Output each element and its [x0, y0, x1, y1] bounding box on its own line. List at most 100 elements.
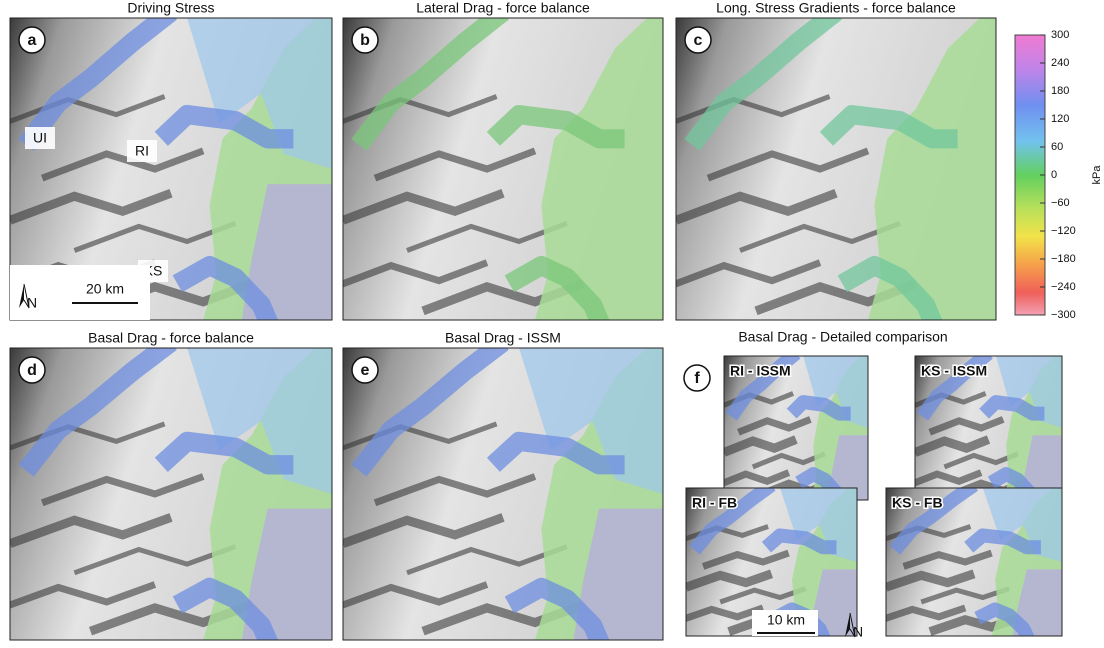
place-label-box	[127, 140, 157, 162]
ridge	[343, 94, 498, 124]
ridge	[10, 94, 166, 124]
map	[676, 18, 996, 320]
field	[827, 435, 868, 500]
panel-title: Basal Drag - ISSM	[445, 330, 561, 346]
colorbar-tick-label: 60	[1051, 141, 1063, 153]
place-label-box	[25, 127, 55, 149]
ridge	[343, 581, 489, 609]
letter-badge	[683, 364, 711, 392]
glacier	[504, 577, 610, 640]
colorbar-tick-label: −300	[1051, 309, 1076, 321]
ridge	[737, 416, 812, 436]
ridge	[686, 604, 765, 622]
glacier	[486, 104, 625, 149]
ridge	[739, 221, 901, 253]
map	[686, 488, 857, 636]
letter-badge	[351, 356, 379, 384]
ridge	[724, 435, 798, 457]
panel-letter: a	[28, 32, 37, 49]
glacier	[837, 256, 943, 320]
glacier	[504, 256, 610, 320]
map-frame	[9, 17, 333, 321]
panel-title: Long. Stress Gradients - force balance	[716, 0, 956, 16]
colorbar-tick-label: −60	[1051, 197, 1070, 209]
glacier	[351, 18, 509, 151]
colorbar-tick-label: 300	[1051, 29, 1069, 41]
map-frame	[675, 17, 997, 321]
field	[1012, 569, 1062, 636]
ridge	[343, 513, 505, 548]
ridge	[343, 259, 489, 288]
panel-letter: d	[27, 362, 37, 379]
ridge	[701, 549, 790, 570]
panel-letter: e	[361, 362, 370, 379]
panel-letter: c	[694, 32, 703, 49]
map-frame	[342, 17, 664, 321]
ridge	[676, 94, 831, 124]
place-label: UI	[33, 130, 47, 146]
north-arrow-outline	[23, 283, 30, 309]
ridge	[406, 221, 568, 253]
letter-badge	[18, 26, 46, 54]
ridge	[373, 473, 537, 507]
ridge	[943, 451, 1019, 470]
ridge	[73, 544, 237, 576]
ridge	[719, 586, 807, 605]
inset-label: KS - FB	[892, 495, 943, 511]
glacier	[18, 348, 177, 477]
field	[187, 348, 332, 494]
ridge	[41, 473, 205, 507]
glacier	[786, 395, 851, 421]
field	[803, 356, 868, 428]
ridge	[373, 147, 537, 182]
colorbar-tick-label: −180	[1051, 253, 1076, 265]
glacier	[916, 356, 993, 421]
glacier	[684, 18, 842, 151]
ridge	[676, 259, 822, 288]
colorbar-tick-label: 0	[1051, 169, 1057, 181]
ridge	[676, 188, 838, 225]
field	[241, 184, 332, 320]
field	[982, 488, 1062, 562]
glacier	[974, 602, 1035, 636]
colorbar-tick-label: 180	[1051, 85, 1069, 97]
inset-label: RI - FB	[692, 495, 737, 511]
glacier	[154, 104, 294, 149]
field	[809, 569, 857, 636]
colorbar-label: kPa	[1091, 165, 1103, 185]
lowland	[868, 18, 996, 320]
ridge	[10, 421, 166, 451]
ridge	[706, 147, 870, 182]
glacier	[761, 528, 837, 555]
north-label: N	[853, 624, 863, 640]
north-label: N	[27, 295, 37, 311]
colorbar-tick-label: −240	[1051, 281, 1076, 293]
field	[241, 508, 332, 640]
scale-label: 20 km	[86, 281, 124, 297]
panel-title: Lateral Drag - force balance	[416, 0, 590, 16]
ridge	[915, 435, 991, 457]
letter-badge	[351, 26, 379, 54]
panel-title: Driving Stress	[127, 0, 214, 16]
ridge	[915, 469, 983, 487]
panel-letter: b	[360, 32, 370, 49]
glacier	[172, 255, 279, 320]
field	[519, 348, 663, 494]
ridge	[928, 416, 1005, 436]
ridge	[724, 469, 791, 487]
glacier	[172, 577, 279, 640]
map-frame	[342, 347, 664, 641]
glacier	[725, 356, 801, 421]
map	[10, 348, 332, 640]
map	[10, 18, 332, 320]
ridge	[920, 586, 1010, 605]
north-arrow	[845, 613, 850, 637]
glacier	[486, 431, 625, 475]
ridge	[686, 569, 773, 592]
scale-label: 10 km	[767, 612, 805, 628]
ridge	[10, 513, 173, 548]
ridge	[886, 604, 967, 622]
glacier	[889, 488, 979, 555]
ridge	[73, 221, 237, 253]
